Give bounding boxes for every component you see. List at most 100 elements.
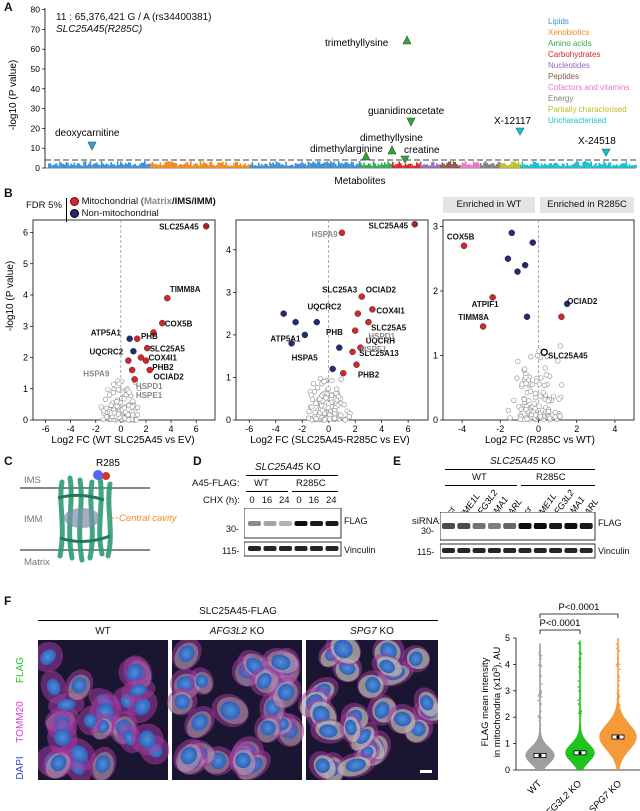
dimethylarginine-marker (361, 151, 371, 161)
b-plot2-protein-label: PHB (326, 328, 343, 337)
b-plot2-bg-point (335, 394, 342, 400)
spg-ko: KO (376, 626, 394, 637)
a-point (544, 163, 546, 168)
a-point (509, 164, 512, 168)
nucleus (374, 701, 390, 719)
a-point (352, 162, 354, 168)
b-plot1-bg-point (115, 387, 122, 393)
a-point (547, 164, 549, 168)
a-point (258, 162, 260, 168)
b-plot3-bg-point (534, 352, 541, 359)
a-point (558, 165, 560, 168)
a-point (630, 165, 632, 168)
b-plot1-protein-label: PHB2 (152, 363, 174, 372)
a-point (349, 163, 351, 168)
violin-outlier (577, 686, 580, 688)
e-blot-vinculin-frame (440, 543, 596, 559)
a-point (617, 165, 620, 168)
a-point (286, 165, 289, 168)
a-point (550, 163, 552, 168)
time-label: 0 (296, 495, 302, 506)
b-plot1-protein-label: COX4I1 (148, 354, 177, 363)
b-plot2-bg-point (334, 386, 340, 392)
a-point (628, 164, 631, 168)
b-plot1-ytick-label: 2 (23, 353, 28, 363)
a-point (500, 163, 502, 168)
a-point (52, 164, 55, 168)
e-flag-band (579, 523, 593, 529)
b-plot2-bg-point (306, 408, 312, 415)
b-plot1-protein-label: ATP5A1 (91, 329, 122, 338)
b-plot2-xtick-label: 0 (326, 424, 331, 434)
a-point (282, 164, 284, 168)
vinculin-band (279, 546, 292, 551)
panel-e-r285c-line (521, 485, 595, 486)
panel-d-vinculin: Vinculin (344, 545, 376, 555)
a-point (246, 165, 248, 168)
b-plot2-bg-point (309, 404, 315, 410)
b-plot1-protein-label: HSPE1 (136, 391, 163, 400)
b-plot3-point (489, 294, 496, 301)
a-point (234, 161, 237, 168)
b-plot3-bg-point (545, 398, 551, 404)
a-point (183, 164, 186, 168)
label-r285: R285 (96, 458, 120, 469)
b-plot3-bg-point (511, 397, 517, 404)
panel-d-blot (244, 508, 342, 557)
a-point (369, 164, 372, 168)
a-point (404, 163, 407, 168)
a-point (262, 165, 265, 168)
a-point (317, 161, 319, 168)
nucleus (139, 730, 156, 749)
panel-d-r285c: R285C (296, 478, 326, 489)
x24518-marker (601, 148, 611, 157)
b-plot3-bg-point (532, 390, 538, 396)
violin-outlier (618, 697, 620, 699)
a-point (431, 162, 433, 168)
mito-dot-icon (70, 196, 79, 206)
a-point (616, 164, 618, 168)
a-point (632, 165, 634, 168)
a-point (503, 162, 505, 168)
legend-nonmito-text: Non-mitochondrial (81, 208, 159, 219)
violin-outlier (578, 651, 581, 653)
a-point (86, 165, 88, 168)
b-plot1-point (131, 376, 138, 383)
b-plot3-bg-point (529, 382, 535, 388)
a-point (426, 164, 428, 168)
legend-carbohydrates: Carbohydrates (548, 50, 601, 59)
b-plot3-bg-point (542, 365, 548, 371)
a-point (512, 162, 515, 168)
violin-outlier (538, 719, 541, 722)
b-plot2-protein-label: SLC25A13 (359, 349, 399, 358)
b-plot1-ytick-label: 0 (23, 415, 28, 425)
panel-d-mw115: 115- (222, 546, 240, 556)
b-plot3-bg-point (515, 358, 521, 364)
b-plot3-bg-point (514, 375, 520, 381)
a-point (528, 165, 530, 168)
b-plot2-ytick-label: 4 (226, 245, 231, 255)
nucleus (126, 663, 143, 682)
a-point (113, 164, 116, 168)
b-plot1-protein-label: HSPD1 (136, 382, 163, 391)
b-plot3-bg-point (522, 366, 528, 372)
b-plot1-bg-point (111, 410, 117, 416)
b-plot2-point (288, 340, 295, 347)
a-point (436, 163, 438, 168)
b-plot3-protein-label: ATPIF1 (472, 300, 500, 309)
a-ytick-label: 20 (31, 123, 41, 133)
annotation-x24518: X-24518 (578, 136, 616, 147)
a-point (177, 165, 179, 168)
b-plot2-xtick-label: -2 (298, 424, 306, 434)
b-plot2-bg-point (319, 407, 325, 413)
time-label: 16 (261, 495, 273, 506)
a-point (341, 162, 343, 168)
a-point (322, 163, 324, 168)
a-point (201, 163, 203, 168)
panel-e-flag: FLAG (598, 518, 622, 528)
a-point (107, 164, 109, 168)
violin-ylabel-2b: ), AU (492, 647, 503, 668)
panel-d-title-suffix: KO (303, 462, 321, 473)
a-point (238, 165, 240, 168)
a-point (314, 162, 316, 168)
